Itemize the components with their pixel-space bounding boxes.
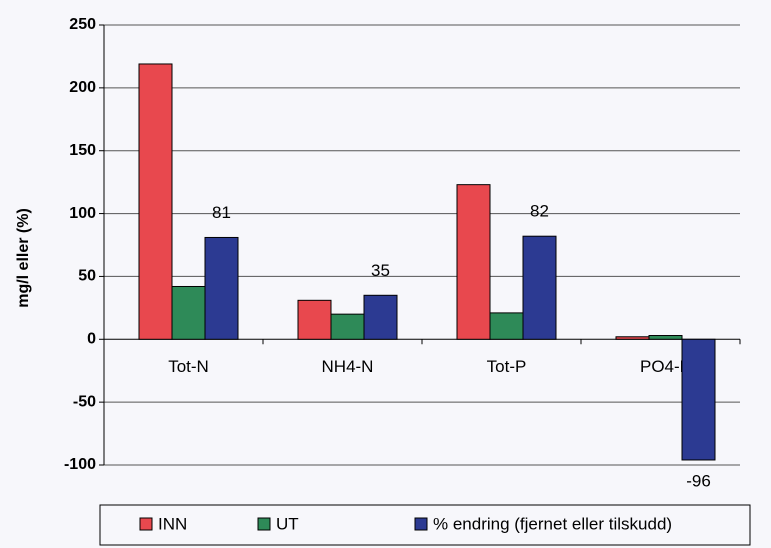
y-tick-label: 50	[78, 268, 96, 285]
bar	[330, 313, 365, 340]
data-label: -96	[686, 471, 711, 490]
legend-label: INN	[158, 514, 187, 533]
data-label: 81	[212, 203, 231, 222]
y-tick-label: -100	[64, 456, 96, 473]
bar	[522, 235, 557, 340]
y-tick-label: -50	[73, 393, 96, 410]
x-tick-label: NH4-N	[322, 357, 374, 376]
bar	[489, 312, 524, 340]
bar	[456, 184, 491, 340]
x-tick-label: PO4-P	[640, 357, 691, 376]
y-axis-label: mg/l eller (%)	[15, 208, 32, 308]
x-tick-label: Tot-N	[168, 357, 209, 376]
legend-swatch	[257, 517, 271, 531]
bar	[615, 336, 650, 340]
y-tick-label: 200	[69, 79, 96, 96]
y-tick-label: 100	[69, 205, 96, 222]
legend-box	[99, 504, 751, 546]
y-tick-label: 150	[69, 142, 96, 159]
legend-swatch	[414, 517, 428, 531]
bar	[204, 236, 239, 340]
data-label: 82	[530, 202, 549, 221]
bar	[648, 335, 683, 340]
legend-label: % endring (fjernet eller tilskudd)	[433, 514, 672, 533]
y-tick-label: 0	[87, 331, 96, 348]
bar	[681, 338, 716, 461]
legend-label: UT	[276, 514, 299, 533]
y-tick-label: 250	[69, 16, 96, 33]
legend-swatch	[139, 517, 153, 531]
bar	[171, 285, 206, 340]
data-label: 35	[371, 261, 390, 280]
bar	[297, 299, 332, 340]
bar	[363, 294, 398, 340]
x-tick-label: Tot-P	[487, 357, 527, 376]
bar	[138, 63, 173, 340]
